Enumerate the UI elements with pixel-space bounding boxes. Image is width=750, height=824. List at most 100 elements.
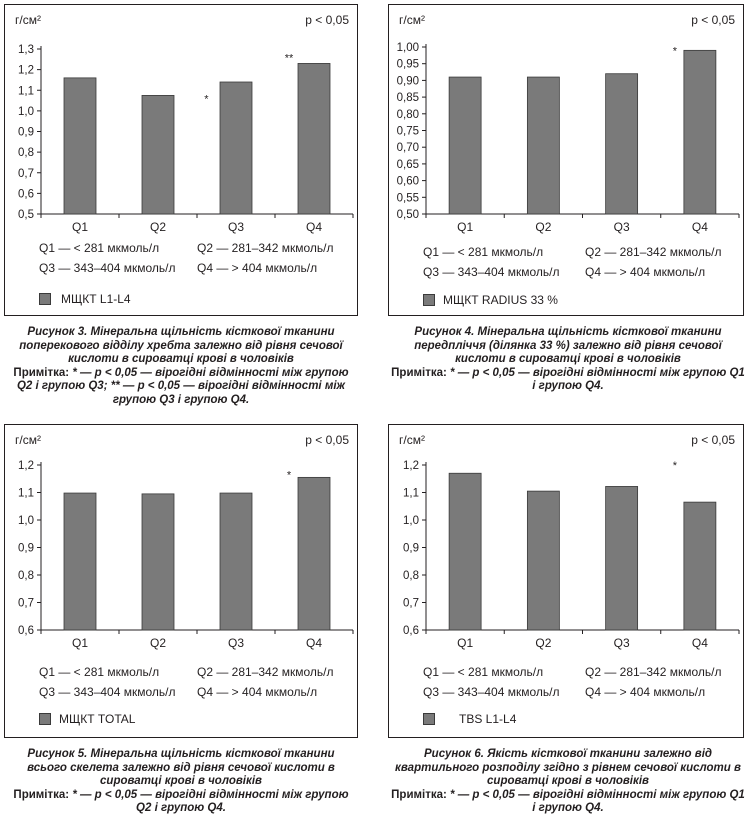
x-tick-label: Q3 xyxy=(614,220,630,234)
caption-note-label: Примітка: xyxy=(391,788,447,801)
quartile-range-q2: Q2 — 281–342 мкмоль/л xyxy=(585,665,722,679)
y-tick-label: 0,7 xyxy=(18,168,34,180)
legend-series-name: МЩКТ L1-L4 xyxy=(61,292,131,306)
caption-note: Примітка: * — p < 0,05 — вірогідні відмі… xyxy=(8,789,354,816)
y-tick-label: 0,75 xyxy=(397,126,419,138)
significance-marker: ** xyxy=(285,52,294,64)
x-tick-label: Q1 xyxy=(72,636,88,650)
y-tick-label: 1,2 xyxy=(403,460,419,472)
bar-q1 xyxy=(448,76,482,215)
y-tick-label: 0,95 xyxy=(397,59,419,71)
bar-q2 xyxy=(526,76,560,215)
bar-q1 xyxy=(63,492,97,631)
y-tick-label: 0,65 xyxy=(397,159,419,171)
bar-q3 xyxy=(605,486,639,631)
bar-q2 xyxy=(141,493,175,631)
quartile-range-q4: Q4 — > 404 мкмоль/л xyxy=(585,685,706,699)
y-tick-label: 1,1 xyxy=(403,488,419,500)
legend-swatch xyxy=(39,713,51,725)
chart-panel-2: г/см² p < 0,05 0,50 0,55 0,60 0,65 0,70 0,75 0,8… xyxy=(388,4,744,316)
bar-chart-2: г/см² p < 0,05 0,50 0,55 0,60 0,65 0,70 0,75 0,8… xyxy=(397,13,740,234)
x-tick-label: Q3 xyxy=(228,636,244,650)
caption-title: Рисунок 4. Мінеральна щільність кістково… xyxy=(414,326,722,365)
y-tick-label: 0,55 xyxy=(397,192,419,204)
x-tick-label: Q2 xyxy=(535,220,551,234)
y-tick-label: 1,1 xyxy=(18,488,34,500)
y-tick-label: 0,9 xyxy=(403,543,419,555)
legend-series-name: МЩКТ TOTAL xyxy=(59,712,136,726)
chart-panel-3: г/см² p < 0,05 0,6 0,7 0,8 0,9 1,0 1,1 1,2 Q1 Q2 Q3… xyxy=(4,424,358,738)
x-tick-label: Q2 xyxy=(150,220,166,234)
caption-note-text: * — p < 0,05 — вірогідні відмінності між… xyxy=(72,788,349,815)
quartile-range-q2: Q2 — 281–342 мкмоль/л xyxy=(197,241,334,255)
y-tick-label: 1,0 xyxy=(18,515,34,527)
p-value-label: p < 0,05 xyxy=(691,13,735,27)
caption-title: Рисунок 5. Мінеральна щільність кістково… xyxy=(27,748,335,787)
y-tick-label: 0,6 xyxy=(403,625,419,637)
x-tick-label: Q2 xyxy=(150,636,166,650)
y-tick-label: 0,8 xyxy=(18,570,34,582)
y-tick-label: 1,1 xyxy=(18,85,34,97)
unit-label: г/см² xyxy=(15,13,41,27)
caption-title: Рисунок 3. Мінеральна щільність кістково… xyxy=(19,326,343,365)
legend-swatch xyxy=(423,294,435,306)
caption-note: Примітка: * — p < 0,05 — вірогідні відмі… xyxy=(390,367,746,394)
figure-caption-6: Рисунок 6. Якість кісткової тканини зале… xyxy=(390,748,746,816)
y-tick-label: 1,2 xyxy=(18,460,34,472)
y-tick-label: 0,5 xyxy=(18,209,34,221)
x-tick-label: Q3 xyxy=(228,220,244,234)
caption-title: Рисунок 6. Якість кісткової тканини зале… xyxy=(395,748,741,787)
bar-q2 xyxy=(141,95,175,215)
bar-q1 xyxy=(448,472,482,631)
bar-chart-1: г/см² p < 0,05 0,5 0,6 0,7 0,8 0,9 1,0 1,1 1,2 1,3… xyxy=(15,13,354,234)
y-tick-label: 0,6 xyxy=(18,625,34,637)
y-tick-label: 0,9 xyxy=(18,127,34,139)
y-tick-label: 0,8 xyxy=(403,570,419,582)
quartile-range-q1: Q1 — < 281 мкмоль/л xyxy=(423,665,544,679)
significance-marker: * xyxy=(673,45,678,57)
y-tick-label: 0,80 xyxy=(397,109,419,121)
y-tick-label: 0,50 xyxy=(397,209,419,221)
x-tick-label: Q4 xyxy=(306,636,322,650)
y-tick-label: 0,70 xyxy=(397,142,419,154)
quartile-range-q4: Q4 — > 404 мкмоль/л xyxy=(585,265,706,279)
figure-caption-5: Рисунок 5. Мінеральна щільність кістково… xyxy=(8,748,354,816)
caption-note-label: Примітка: xyxy=(391,366,447,379)
legend-series-name: МЩКТ RADIUS 33 % xyxy=(443,293,558,307)
x-tick-label: Q4 xyxy=(692,220,708,234)
y-tick-label: 1,00 xyxy=(397,42,419,54)
quartile-range-q3: Q3 — 343–404 мкмоль/л xyxy=(39,261,176,275)
quartile-range-q2: Q2 — 281–342 мкмоль/л xyxy=(585,245,722,259)
x-tick-label: Q2 xyxy=(535,636,551,650)
chart-panel-4: г/см² p < 0,05 0,6 0,7 0,8 0,9 1,0 1,1 1,2 Q1 Q2 Q3… xyxy=(388,424,744,738)
caption-note: Примітка: * — p < 0,05 — вірогідні відмі… xyxy=(8,367,354,408)
y-tick-label: 0,7 xyxy=(18,598,34,610)
bar-q3 xyxy=(219,81,253,215)
significance-marker: * xyxy=(287,470,292,482)
x-tick-label: Q1 xyxy=(457,636,473,650)
y-tick-label: 0,9 xyxy=(18,543,34,555)
x-tick-label: Q4 xyxy=(692,636,708,650)
bar-q1 xyxy=(63,77,97,215)
quartile-range-q4: Q4 — > 404 мкмоль/л xyxy=(197,685,318,699)
chart-panel-1: г/см² p < 0,05 0,5 0,6 0,7 0,8 0,9 1,0 1,1 1,2 1,3… xyxy=(4,4,358,316)
significance-marker: * xyxy=(204,94,209,106)
x-tick-label: Q1 xyxy=(72,220,88,234)
quartile-range-q3: Q3 — 343–404 мкмоль/л xyxy=(423,265,560,279)
unit-label: г/см² xyxy=(15,433,41,447)
caption-note-label: Примітка: xyxy=(13,788,70,801)
bar-q4 xyxy=(297,63,331,215)
quartile-range-q3: Q3 — 343–404 мкмоль/л xyxy=(39,685,176,699)
y-tick-label: 0,90 xyxy=(397,75,419,87)
caption-note-text: * — p < 0,05 — вірогідні відмінності між… xyxy=(450,366,745,393)
bar-chart-3: г/см² p < 0,05 0,6 0,7 0,8 0,9 1,0 1,1 1,2 Q1 Q2 Q3… xyxy=(15,433,354,650)
caption-note-label: Примітка: xyxy=(13,366,70,379)
unit-label: г/см² xyxy=(399,13,425,27)
p-value-label: p < 0,05 xyxy=(691,433,735,447)
y-tick-label: 0,85 xyxy=(397,92,419,104)
quartile-range-q4: Q4 — > 404 мкмоль/л xyxy=(197,261,318,275)
y-tick-label: 0,60 xyxy=(397,176,419,188)
unit-label: г/см² xyxy=(399,433,425,447)
bar-q4 xyxy=(297,476,331,631)
y-tick-label: 1,2 xyxy=(18,65,34,77)
